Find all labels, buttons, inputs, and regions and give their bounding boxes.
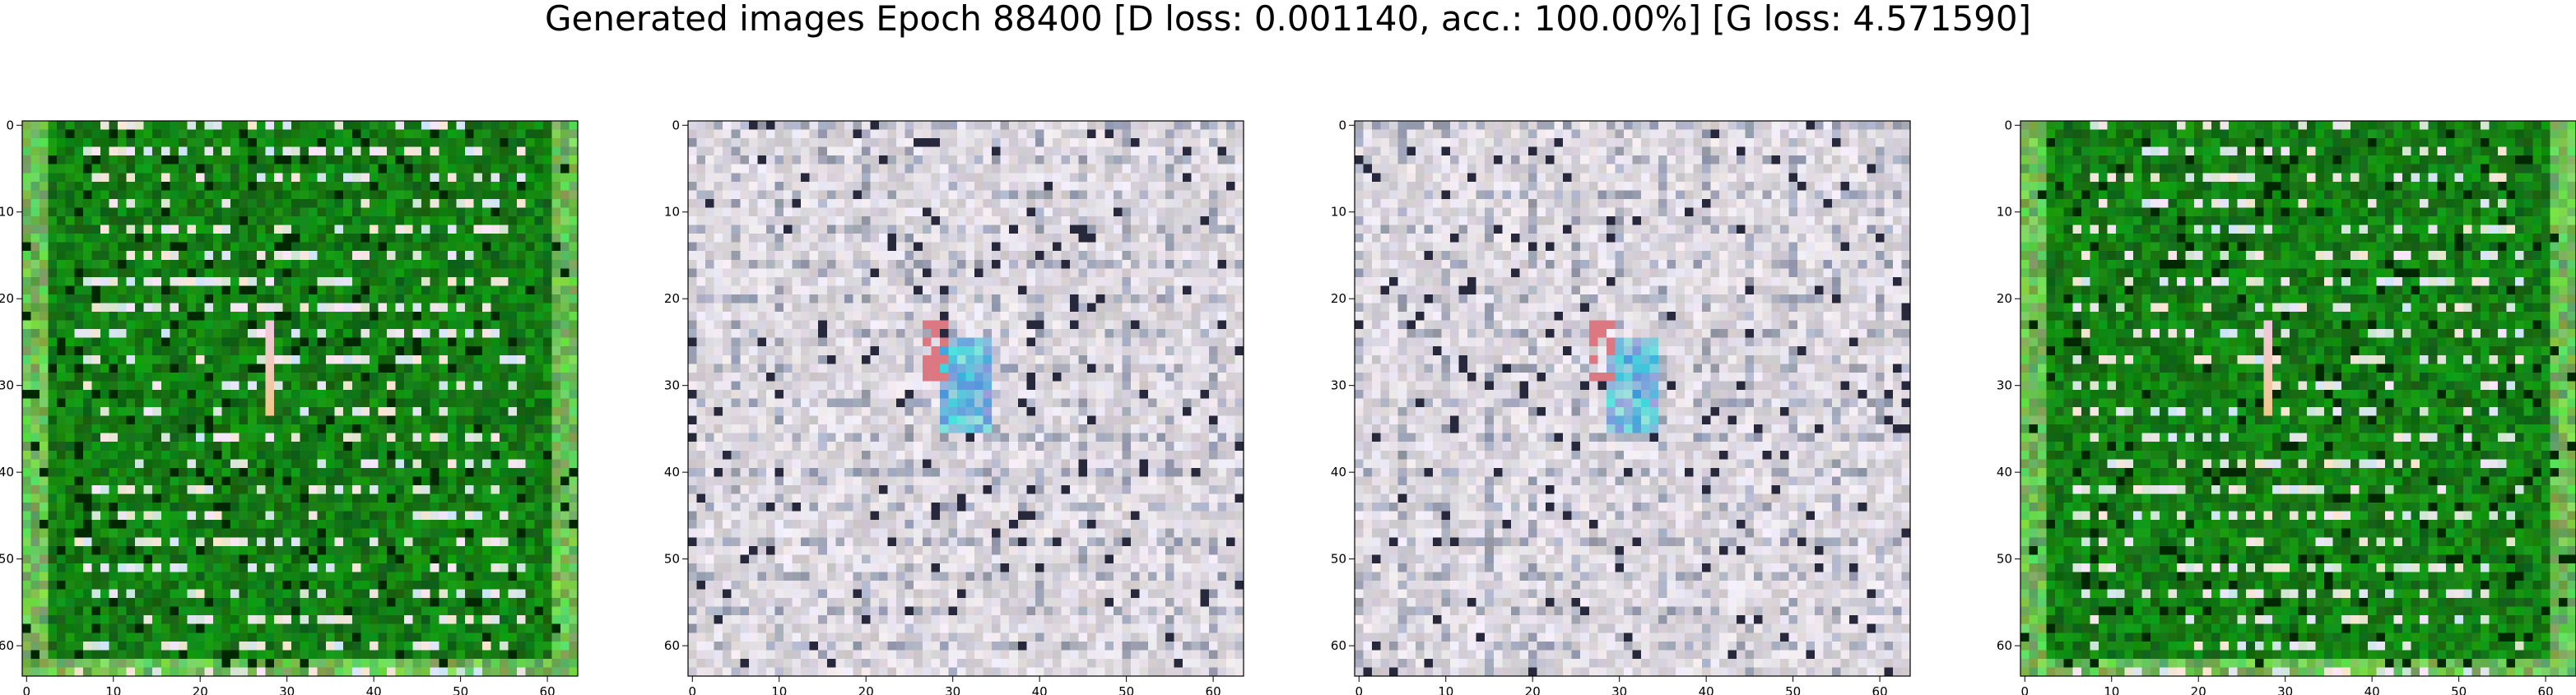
x-tick-label: 20 xyxy=(193,684,208,695)
axes-frame xyxy=(687,120,1244,677)
x-tick-label: 10 xyxy=(105,684,121,695)
y-tick-label: 30 xyxy=(0,378,14,393)
x-tick-label: 50 xyxy=(1118,684,1134,695)
x-tick-label: 30 xyxy=(279,684,295,695)
x-tick-label: 10 xyxy=(771,684,787,695)
y-tick-label: 40 xyxy=(1331,465,1346,480)
x-tick-label: 30 xyxy=(945,684,960,695)
x-tick-label: 0 xyxy=(1355,684,1364,695)
y-tick-label: 10 xyxy=(1997,205,2012,220)
x-tick-label: 50 xyxy=(1785,684,1801,695)
axes-frame xyxy=(1354,120,1911,677)
y-tick-label: 10 xyxy=(664,205,680,220)
generated-image-2: 0 10 20 30 40 50 60 0 10 20 30 40 50 60 xyxy=(664,118,1244,695)
x-tick-label: 40 xyxy=(1032,684,1048,695)
y-tick-label: 60 xyxy=(1997,638,2012,653)
x-tick-label: 60 xyxy=(1206,684,1221,695)
y-tick-label: 40 xyxy=(1997,465,2012,480)
x-tick-label: 10 xyxy=(2104,684,2119,695)
generated-image-3: 0 10 20 30 40 50 60 0 10 20 30 40 50 60 xyxy=(1331,118,1911,695)
y-tick-label: 40 xyxy=(0,465,14,480)
x-tick-label: 0 xyxy=(23,684,31,695)
y-tick-label: 20 xyxy=(0,291,14,306)
x-tick-label: 40 xyxy=(1699,684,1714,695)
y-tick-label: 50 xyxy=(1997,552,2012,567)
x-tick-label: 20 xyxy=(2191,684,2206,695)
x-tick-label: 60 xyxy=(540,684,556,695)
y-tick-label: 60 xyxy=(0,638,14,653)
x-tick-label: 40 xyxy=(366,684,382,695)
y-tick-label: 30 xyxy=(1331,378,1346,393)
y-tick-label: 30 xyxy=(664,378,680,393)
y-tick-label: 0 xyxy=(6,118,14,132)
y-tick-label: 10 xyxy=(1331,205,1346,220)
y-tick-label: 20 xyxy=(664,291,680,306)
panel-image xyxy=(2020,121,2576,676)
axes-frame xyxy=(21,120,579,677)
x-tick-label: 40 xyxy=(2364,684,2380,695)
y-tick-label: 50 xyxy=(1331,552,1346,567)
x-tick-label: 0 xyxy=(2021,684,2030,695)
y-tick-label: 10 xyxy=(0,205,14,220)
y-tick-label: 20 xyxy=(1997,291,2012,306)
y-tick-label: 50 xyxy=(0,552,14,567)
x-tick-label: 20 xyxy=(1525,684,1541,695)
panel-image xyxy=(688,121,1244,676)
panel-image xyxy=(1355,121,1910,676)
x-tick-label: 60 xyxy=(2538,684,2554,695)
y-tick-label: 20 xyxy=(1331,291,1346,306)
y-tick-label: 40 xyxy=(664,465,680,480)
x-tick-label: 10 xyxy=(1438,684,1453,695)
axes-frame xyxy=(2020,120,2576,677)
y-tick-label: 0 xyxy=(1338,118,1346,132)
y-tick-label: 50 xyxy=(664,552,680,567)
x-tick-label: 50 xyxy=(453,684,468,695)
generated-image-4: 0 10 20 30 40 50 60 0 10 20 30 40 50 60 xyxy=(1997,118,2576,695)
x-tick-label: 60 xyxy=(1872,684,1888,695)
y-tick-label: 0 xyxy=(672,118,680,132)
x-tick-label: 30 xyxy=(1611,684,1627,695)
y-tick-label: 30 xyxy=(1997,378,2012,393)
y-tick-label: 60 xyxy=(664,638,680,653)
panel-image xyxy=(22,121,578,676)
x-tick-label: 0 xyxy=(689,684,697,695)
y-tick-label: 60 xyxy=(1331,638,1346,653)
x-tick-label: 50 xyxy=(2451,684,2467,695)
generated-image-1: 0 10 20 30 40 50 60 0 10 20 30 40 50 60 xyxy=(0,118,579,695)
figure-title: Generated images Epoch 88400 [D loss: 0.… xyxy=(544,0,2032,39)
y-tick-label: 0 xyxy=(2004,118,2012,132)
x-tick-label: 30 xyxy=(2277,684,2293,695)
x-tick-label: 20 xyxy=(858,684,874,695)
